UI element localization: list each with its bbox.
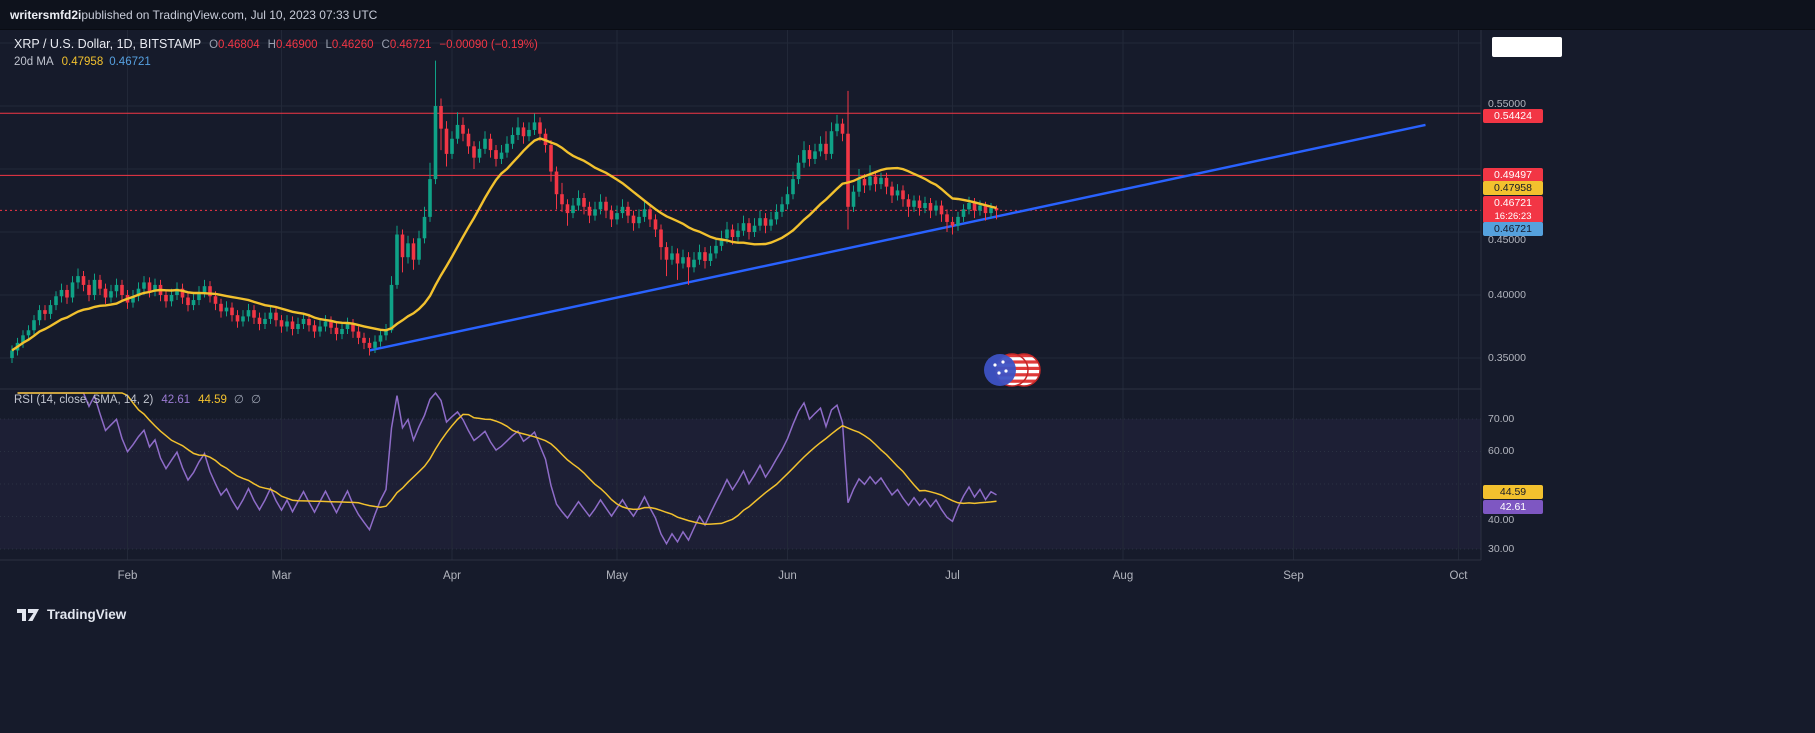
publish-header: writersmfd2i published on TradingView.co… <box>0 0 1815 30</box>
price-tick-035: 0.35000 <box>1488 352 1526 364</box>
rsi-sma-value: 44.59 <box>198 394 227 406</box>
ma-value-blue: 0.46721 <box>109 56 151 68</box>
ohlc-high-value: 0.46900 <box>275 39 318 51</box>
time-scale[interactable]: Feb Mar Apr May Jun Jul Aug Sep Oct <box>0 560 1481 596</box>
price-scale[interactable]: 0.55000 0.54424 0.49497 0.47958 0.46721 … <box>1481 30 1591 560</box>
rsi-tick-40: 40.00 <box>1488 514 1515 526</box>
hline-badge-054424: 0.54424 <box>1483 109 1543 123</box>
ohlc-low-label: L <box>325 39 332 51</box>
ohlc-close-label: C <box>381 39 390 51</box>
close-plot-badge: 0.46721 <box>1483 222 1543 236</box>
rsi-legend: RSI (14, close, SMA, 14, 2) 42.61 44.59 ∅ ∅ <box>14 392 261 406</box>
change-value: −0.00090 (−0.19%) <box>439 39 538 51</box>
time-axis-label: Sep <box>1283 570 1304 582</box>
time-axis-label: May <box>606 570 628 582</box>
rsi-badge: 42.61 <box>1483 500 1543 514</box>
ma-value-yellow: 0.47958 <box>61 56 104 68</box>
time-axis-label: Jun <box>778 570 797 582</box>
current-price-value: 0.46721 <box>1494 197 1532 209</box>
time-axis-label: Apr <box>443 570 461 582</box>
rsi-tick-70: 70.00 <box>1488 413 1515 425</box>
time-axis-label: Jul <box>945 570 960 582</box>
usa-circles-sticker <box>984 353 1041 387</box>
ohlc-low-value: 0.46260 <box>331 39 374 51</box>
ohlc-open-value: 0.46804 <box>218 39 260 51</box>
rsi-value: 42.61 <box>161 394 191 406</box>
rsi-tick-60: 60.00 <box>1488 445 1515 457</box>
scale-top-whitebox <box>1492 37 1562 57</box>
price-tick-040: 0.40000 <box>1488 289 1526 301</box>
ohlc-close-value: 0.46721 <box>389 39 432 51</box>
rsi-sma-line <box>17 392 997 526</box>
symbol-legend: XRP / U.S. Dollar, 1D, BITSTAMP O0.46804 H… <box>14 37 538 51</box>
rsi-extra-2: ∅ <box>250 394 261 406</box>
time-axis-label: Feb <box>117 570 138 582</box>
price-tick-045: 0.45000 <box>1488 234 1526 246</box>
price-tick-055: 0.55000 <box>1488 98 1526 110</box>
ma-badge: 0.47958 <box>1483 181 1543 195</box>
ohlc-open-label: O <box>209 39 219 51</box>
current-price-badge: 0.46721 16:26:23 <box>1483 196 1543 223</box>
rsi-line <box>17 391 997 546</box>
ma-legend: 20d MA 0.47958 0.46721 <box>14 56 151 68</box>
rsi-extra-1: ∅ <box>233 394 244 406</box>
ma20-line <box>11 137 997 352</box>
symbol-title: XRP / U.S. Dollar, 1D, BITSTAMP <box>14 37 202 51</box>
publish-author: writersmfd2i <box>10 7 82 22</box>
candles-series <box>10 60 999 364</box>
trendline <box>369 123 1426 352</box>
publish-info: published on TradingView.com, Jul 10, 20… <box>81 7 378 22</box>
hline-badge-049497: 0.49497 <box>1483 168 1543 182</box>
rsi-sma-badge: 44.59 <box>1483 485 1543 499</box>
tradingview-logo-text: TradingView <box>47 606 127 622</box>
tradingview-logo[interactable]: TradingView <box>16 602 126 626</box>
time-axis-label: Oct <box>1449 570 1468 582</box>
time-axis-label: Aug <box>1112 570 1134 582</box>
ohlc-high-label: H <box>267 39 276 51</box>
time-axis-label: Mar <box>271 570 292 582</box>
ma-title: 20d MA <box>14 56 54 68</box>
rsi-title: RSI (14, close, SMA, 14, 2) <box>14 394 154 406</box>
tradingview-logo-icon <box>17 609 39 621</box>
rsi-tick-30: 30.00 <box>1488 543 1515 555</box>
bar-close-countdown: 16:26:23 <box>1494 211 1532 222</box>
